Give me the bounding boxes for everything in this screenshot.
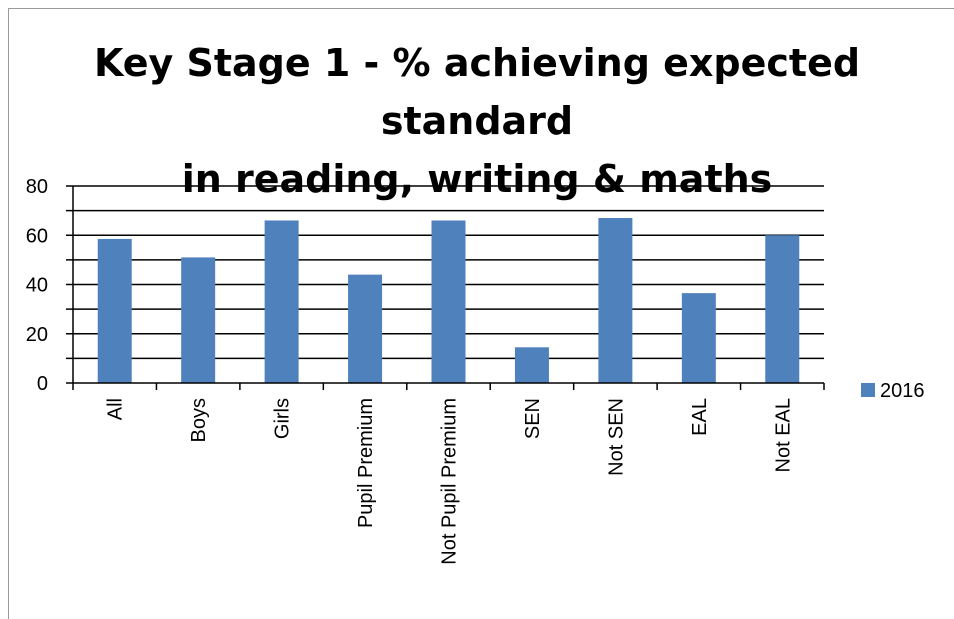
chart-title: Key Stage 1 - % achieving expected stand… [20,34,934,208]
chart-frame [8,8,954,619]
bar [514,347,549,383]
legend: 2016 [861,380,925,402]
y-tick-label: 60 [26,225,48,247]
legend-label: 2016 [880,380,925,402]
x-category-label: Girls [272,398,294,439]
x-category-label: All [105,398,127,420]
y-tick-label: 80 [26,176,48,198]
bar [181,257,216,383]
x-category-label: Not EAL [772,398,794,472]
axes [66,185,825,390]
legend-swatch [861,383,875,397]
x-category-label: Pupil Premium [355,398,377,528]
bar [97,238,132,383]
bar [431,220,466,383]
chart-title-line-2: in reading, writing & maths [181,157,773,201]
x-category-label: Not SEN [605,398,627,476]
x-category-label: Boys [188,398,210,442]
bar [348,274,383,383]
x-category-label: EAL [689,398,711,436]
x-category-label: SEN [522,398,544,439]
y-tick-label: 0 [37,373,48,395]
bar [681,293,716,383]
bar [598,218,633,383]
x-category-labels: All Boys Girls Pupil Premium Not Pupil Premi… [105,398,795,565]
y-tick-label: 20 [26,324,48,346]
y-tick-label: 40 [26,275,48,297]
bar [264,220,299,383]
bars [97,218,800,383]
y-tick-labels: 0 20 40 60 80 [26,176,48,395]
bar [765,235,800,383]
x-category-label: Not Pupil Premium [439,398,461,565]
chart-title-line-1: Key Stage 1 - % achieving expected stand… [93,41,861,143]
